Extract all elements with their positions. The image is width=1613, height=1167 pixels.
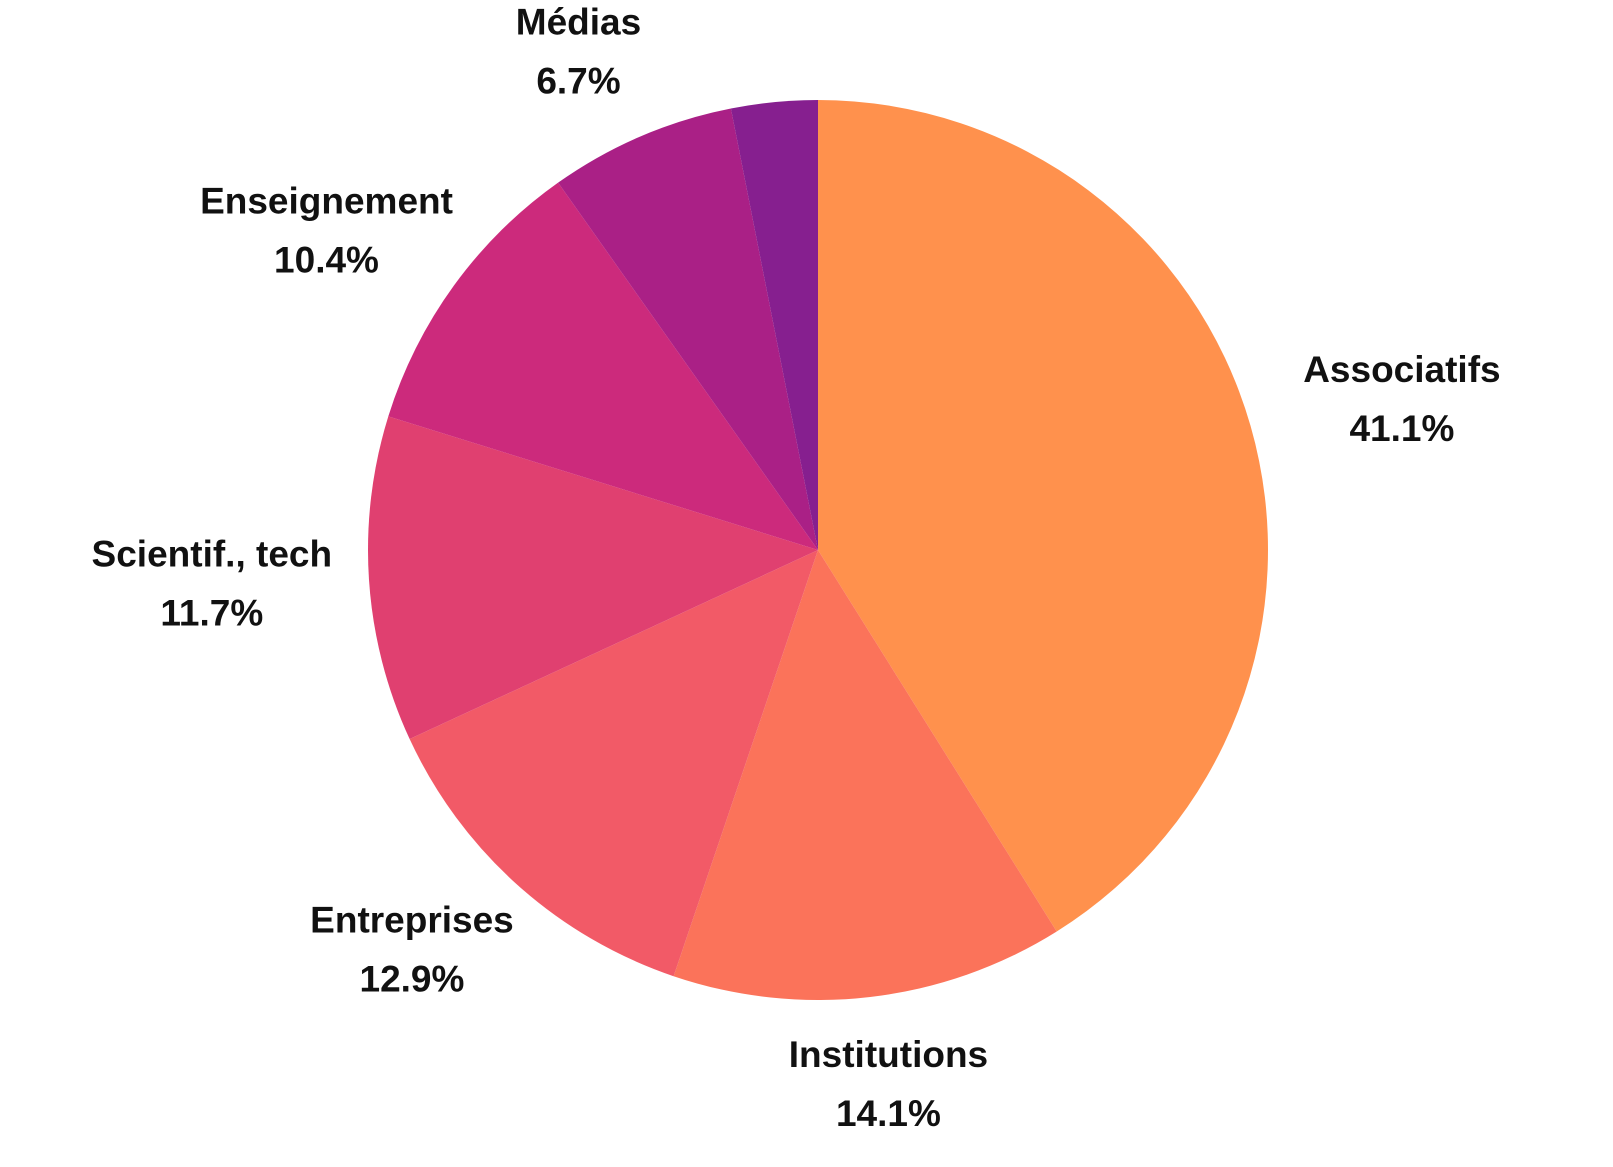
slice-label: Institutions: [789, 1034, 988, 1075]
slice-value: 11.7%: [160, 592, 263, 633]
pie-slice: [409, 550, 818, 977]
slice-label: Entreprises: [310, 899, 514, 940]
slice-value: 12.9%: [360, 958, 465, 999]
pie-slice: [818, 100, 1269, 932]
slice-label: Associatifs: [1303, 349, 1500, 390]
slice-value: 14.1%: [836, 1093, 941, 1134]
slice-value: 10.4%: [274, 239, 379, 280]
slice-label: Scientif., tech: [92, 533, 333, 574]
pie-slice: [730, 100, 818, 550]
pie-slice: [388, 182, 818, 550]
pie-slice: [558, 108, 818, 550]
pie-slice: [368, 416, 818, 740]
pie-slice: [673, 550, 1057, 1000]
slice-label: Médias: [516, 2, 641, 43]
slice-label: Enseignement: [200, 180, 453, 221]
slice-value: 6.7%: [536, 61, 620, 102]
slice-value: 41.1%: [1349, 408, 1454, 449]
